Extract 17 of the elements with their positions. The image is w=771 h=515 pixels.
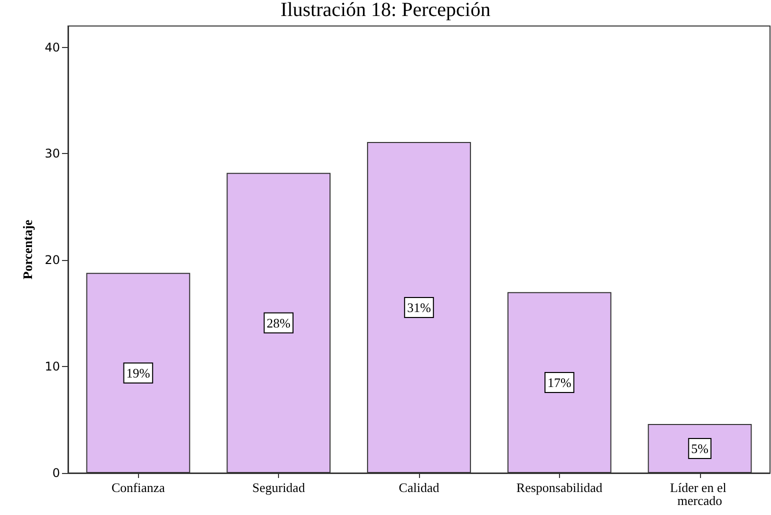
x-tick-label: Calidad: [398, 480, 440, 495]
data-label: 5%: [691, 441, 709, 456]
x-tick-label: Confianza: [111, 480, 166, 495]
y-axis-title: Porcentaje: [20, 219, 35, 280]
y-tick-label: 40: [44, 40, 60, 54]
y-tick-label: 10: [44, 360, 60, 374]
data-label: 31%: [407, 300, 432, 316]
x-tick-label: Líder en el mercado: [670, 480, 730, 508]
y-tick-label: 0: [52, 466, 60, 480]
data-label: 17%: [547, 375, 572, 390]
x-tick-label: Responsabilidad: [516, 480, 603, 495]
x-tick-label: Seguridad: [252, 480, 306, 495]
data-label: 28%: [266, 315, 291, 330]
data-label: 19%: [126, 365, 150, 380]
y-tick-label: 20: [44, 253, 60, 268]
y-tick-label: 30: [44, 146, 60, 161]
chart-title: Ilustración 18: Percepción: [280, 0, 490, 21]
